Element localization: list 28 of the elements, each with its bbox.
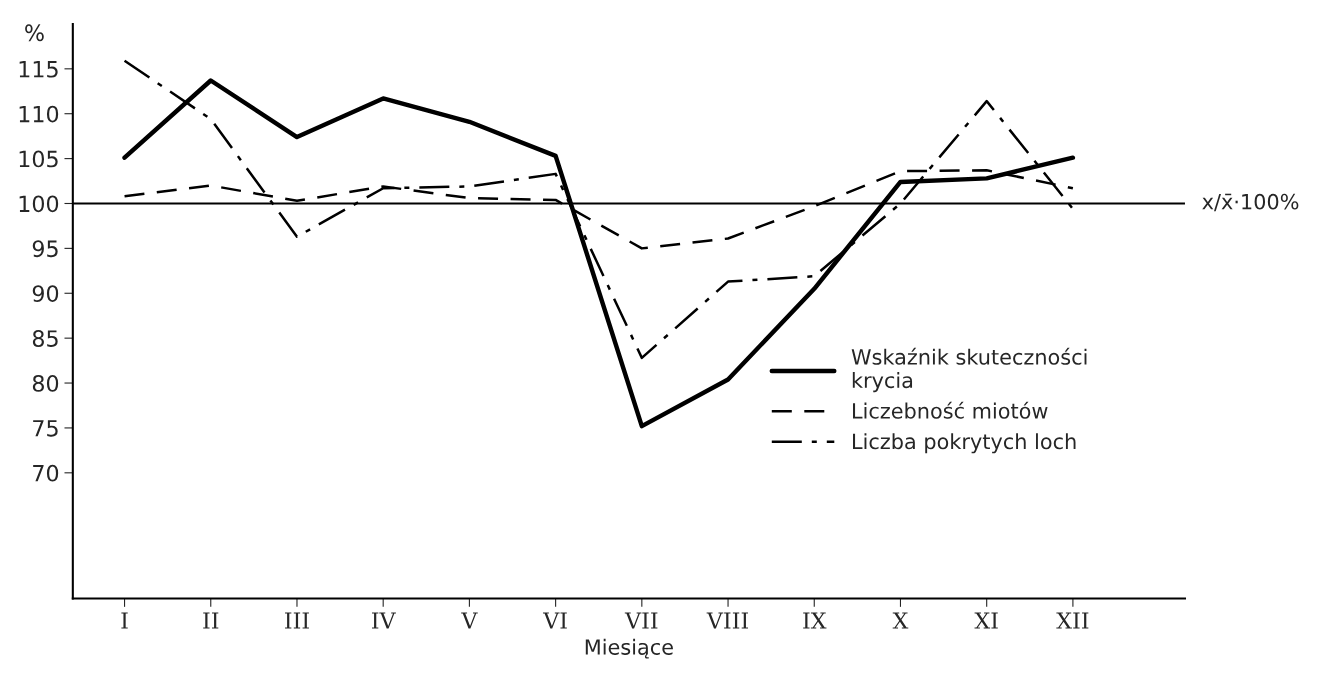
x-tick-label: VIII bbox=[706, 612, 749, 629]
legend-label: Liczebność miotów bbox=[853, 401, 1048, 419]
x-tick-label: V bbox=[461, 612, 478, 629]
x-tick-label: III bbox=[285, 612, 309, 629]
legend-label: Wskaźnik skuteczności krycia bbox=[851, 347, 1087, 393]
y-tick-label: 110 bbox=[19, 105, 59, 123]
x-tick-label: X bbox=[892, 612, 909, 629]
y-axis-title: % bbox=[25, 24, 44, 42]
x-tick-label: I bbox=[121, 612, 128, 629]
x-tick-label: XI bbox=[974, 612, 998, 629]
y-tick-label: 70 bbox=[33, 464, 59, 482]
y-tick-label: 100 bbox=[19, 195, 59, 213]
x-tick-label: IV bbox=[372, 612, 396, 629]
legend-label: Liczba pokrytych loch bbox=[853, 433, 1076, 454]
x-tick-label: VII bbox=[624, 612, 658, 629]
y-tick-label: 90 bbox=[32, 285, 59, 303]
y-tick-label: 85 bbox=[32, 330, 58, 347]
y-tick-label: 75 bbox=[33, 420, 58, 437]
x-axis-title: Miesiące bbox=[585, 638, 673, 659]
x-tick-label: XII bbox=[1056, 612, 1089, 629]
y-tick-label: 115 bbox=[19, 61, 58, 78]
ref-line-label: x/x̄·100% bbox=[1202, 193, 1299, 212]
y-tick-label: 105 bbox=[19, 150, 58, 168]
x-tick-label: IX bbox=[803, 612, 827, 629]
y-tick-label: 95 bbox=[32, 240, 58, 258]
x-tick-label: VI bbox=[542, 612, 567, 629]
y-tick-label: 80 bbox=[32, 374, 59, 392]
x-tick-label: II bbox=[203, 612, 219, 629]
